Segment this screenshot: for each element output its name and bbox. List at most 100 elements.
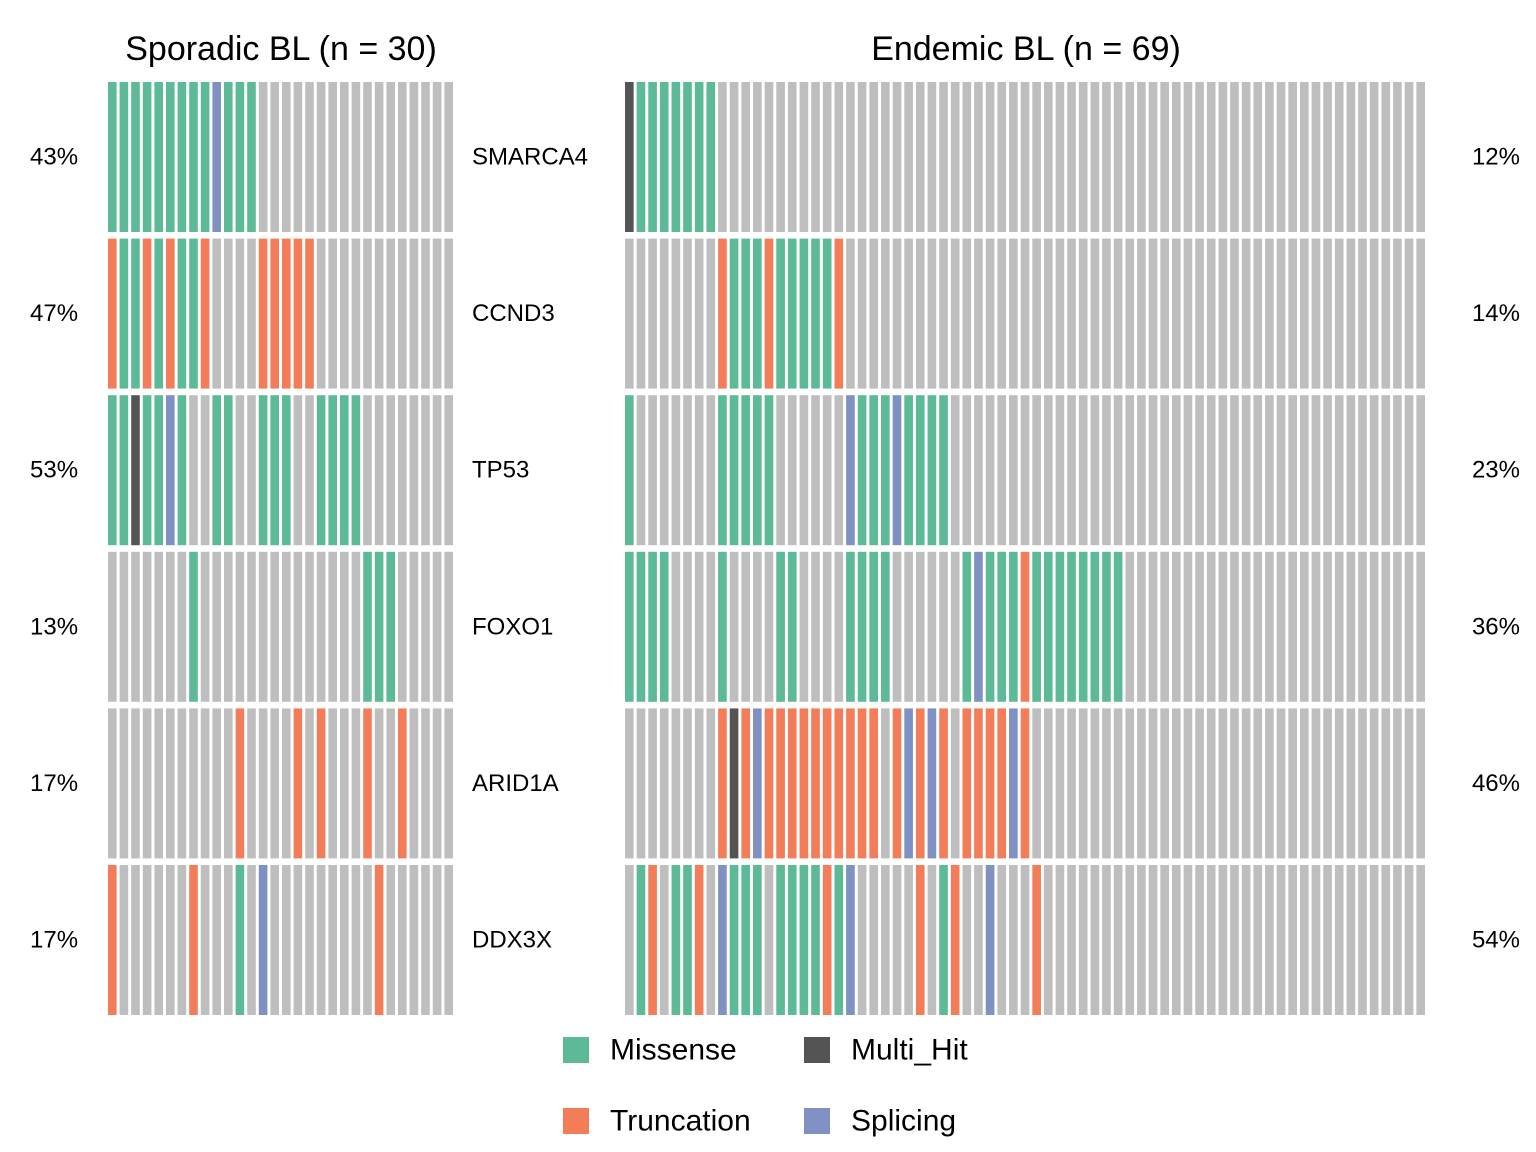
cell-endemic-ddx3x-66-none: [1393, 865, 1402, 1015]
cell-endemic-ddx3x-41-none: [1102, 865, 1111, 1015]
cell-endemic-tp53-20-missense: [857, 395, 867, 546]
cell-endemic-foxo1-35-missense: [1032, 551, 1041, 702]
cell-endemic-ccnd3-62-none: [1346, 238, 1356, 389]
cell-endemic-ddx3x-36-none: [1043, 865, 1053, 1015]
cell-endemic-ccnd3-11-missense: [753, 238, 762, 389]
cell-endemic-foxo1-27-none: [939, 551, 948, 702]
cell-endemic-foxo1-13-missense: [776, 551, 785, 702]
cell-endemic-foxo1-23-none: [892, 551, 902, 702]
cell-sporadic-tp53-15-missense: [282, 395, 291, 546]
cell-sporadic-smarca4-16-none: [293, 82, 303, 232]
cell-sporadic-ccnd3-9-none: [212, 238, 221, 389]
cell-endemic-smarca4-26-none: [927, 82, 937, 232]
percent-labels: 43% 47% 53% 13% 17% 17% 12% 14% 23% 36% 46% 54%: [30, 144, 1520, 954]
cell-endemic-foxo1-12-none: [764, 551, 774, 702]
cell-endemic-foxo1-19-missense: [846, 551, 855, 702]
cell-endemic-ccnd3-43-none: [1125, 238, 1135, 389]
cell-endemic-ddx3x-18-missense: [834, 865, 844, 1015]
cell-endemic-tp53-53-none: [1241, 395, 1251, 546]
cell-endemic-arid1a-47-none: [1171, 708, 1181, 859]
cell-endemic-foxo1-46-none: [1160, 551, 1169, 702]
cell-sporadic-ddx3x-20-none: [340, 865, 349, 1015]
cell-endemic-tp53-66-none: [1393, 395, 1402, 546]
cell-sporadic-smarca4-2-missense: [131, 82, 140, 232]
cell-endemic-foxo1-43-none: [1125, 551, 1135, 702]
cell-endemic-smarca4-34-none: [1020, 82, 1030, 232]
percent-sporadic-ddx3x: 17%: [30, 927, 78, 954]
cell-endemic-ddx3x-49-none: [1195, 865, 1204, 1015]
cell-endemic-tp53-65-none: [1381, 395, 1391, 546]
cell-sporadic-arid1a-20-none: [340, 708, 349, 859]
cell-endemic-arid1a-27-truncation: [939, 708, 948, 859]
cell-sporadic-tp53-22-none: [363, 395, 372, 546]
cell-endemic-smarca4-20-none: [857, 82, 867, 232]
cell-endemic-tp53-18-none: [834, 395, 844, 546]
cell-endemic-arid1a-10-truncation: [741, 708, 751, 859]
cell-endemic-arid1a-50-none: [1206, 708, 1216, 859]
cell-sporadic-ddx3x-7-truncation: [189, 865, 198, 1015]
cell-endemic-ccnd3-41-none: [1102, 238, 1111, 389]
cell-endemic-arid1a-36-none: [1043, 708, 1053, 859]
cell-endemic-ddx3x-30-none: [974, 865, 983, 1015]
cell-sporadic-arid1a-19-none: [328, 708, 337, 859]
cell-sporadic-arid1a-12-none: [247, 708, 256, 859]
cell-endemic-smarca4-11-none: [753, 82, 762, 232]
gene-label-arid1a: ARID1A: [472, 770, 559, 797]
gene-labels: SMARCA4 CCND3 TP53 FOXO1 ARID1A DDX3X: [472, 144, 588, 954]
cell-endemic-arid1a-4-none: [671, 708, 681, 859]
cell-endemic-ddx3x-63-none: [1358, 865, 1367, 1015]
cell-endemic-ccnd3-25-none: [915, 238, 925, 389]
cell-sporadic-foxo1-4-none: [154, 551, 163, 702]
cell-sporadic-smarca4-19-none: [328, 82, 337, 232]
gene-label-ddx3x: DDX3X: [472, 927, 552, 954]
cell-endemic-ddx3x-42-none: [1113, 865, 1123, 1015]
cell-endemic-tp53-64-none: [1369, 395, 1379, 546]
cell-endemic-ddx3x-68-none: [1416, 865, 1425, 1015]
legend-label-missense: Missense: [610, 1034, 737, 1067]
cell-endemic-arid1a-48-none: [1183, 708, 1193, 859]
legend-swatch-multi-hit: [804, 1037, 830, 1063]
cell-sporadic-tp53-14-missense: [270, 395, 279, 546]
cell-endemic-ddx3x-40-none: [1090, 865, 1100, 1015]
cell-endemic-ccnd3-57-none: [1288, 238, 1297, 389]
cell-endemic-foxo1-25-none: [915, 551, 925, 702]
cell-endemic-foxo1-61-none: [1334, 551, 1344, 702]
cell-endemic-smarca4-58-none: [1299, 82, 1309, 232]
cell-sporadic-arid1a-16-truncation: [293, 708, 303, 859]
cell-endemic-arid1a-5-none: [683, 708, 692, 859]
cell-endemic-smarca4-63-none: [1358, 82, 1367, 232]
cell-endemic-arid1a-55-none: [1265, 708, 1274, 859]
cell-endemic-ddx3x-38-none: [1067, 865, 1076, 1015]
cell-endemic-ccnd3-22-none: [881, 238, 890, 389]
cell-sporadic-foxo1-11-none: [235, 551, 245, 702]
cell-endemic-ccnd3-37-none: [1055, 238, 1065, 389]
cell-endemic-ccnd3-63-none: [1358, 238, 1367, 389]
cell-sporadic-arid1a-28-none: [432, 708, 442, 859]
cell-sporadic-foxo1-16-none: [293, 551, 303, 702]
cell-endemic-smarca4-38-none: [1067, 82, 1076, 232]
cell-endemic-foxo1-38-missense: [1067, 551, 1076, 702]
cell-endemic-arid1a-31-truncation: [985, 708, 995, 859]
cell-sporadic-ccnd3-12-none: [247, 238, 256, 389]
cell-sporadic-tp53-25-none: [398, 395, 407, 546]
cell-endemic-arid1a-67-none: [1404, 708, 1414, 859]
cell-endemic-foxo1-52-none: [1230, 551, 1239, 702]
cell-sporadic-ddx3x-0-truncation: [108, 865, 117, 1015]
cell-sporadic-foxo1-5-none: [166, 551, 175, 702]
cell-endemic-tp53-44-none: [1137, 395, 1146, 546]
legend-swatch-splicing: [804, 1108, 830, 1134]
cell-endemic-tp53-5-none: [683, 395, 692, 546]
cell-endemic-arid1a-49-none: [1195, 708, 1204, 859]
cell-sporadic-smarca4-17-none: [305, 82, 314, 232]
cell-endemic-ddx3x-37-none: [1055, 865, 1065, 1015]
cell-endemic-ddx3x-31-splicing: [985, 865, 995, 1015]
cell-endemic-ccnd3-0-none: [625, 238, 634, 389]
cell-endemic-ddx3x-0-none: [625, 865, 634, 1015]
cell-endemic-foxo1-14-missense: [787, 551, 797, 702]
cell-endemic-arid1a-53-none: [1241, 708, 1251, 859]
cell-endemic-tp53-6-none: [694, 395, 704, 546]
cell-endemic-ccnd3-56-none: [1276, 238, 1286, 389]
cell-sporadic-tp53-10-missense: [224, 395, 233, 546]
cell-endemic-ddx3x-44-none: [1137, 865, 1146, 1015]
cell-sporadic-ddx3x-12-none: [247, 865, 256, 1015]
